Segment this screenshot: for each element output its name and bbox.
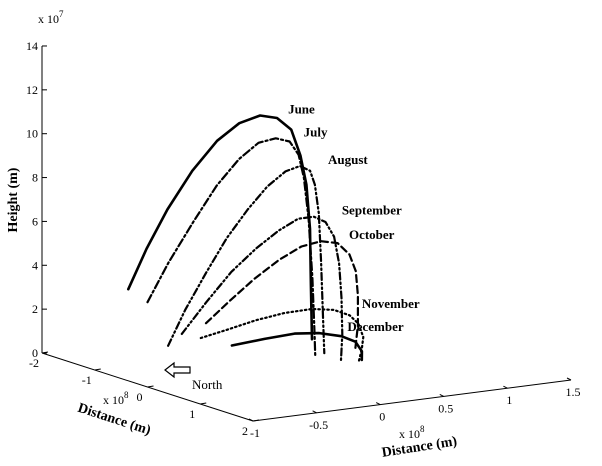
series-label-december: December [347,319,404,334]
series-line-august [167,164,326,355]
north-annotation: North [164,361,223,392]
x-tick-1 [312,410,317,414]
z-tick-label: 12 [26,83,38,97]
x-tick-2 [375,402,381,406]
z-axis-exponent: x 107 [38,9,64,26]
y-axis-ticks: -2 -1 0 1 2 [29,351,260,438]
y-tick-label: -2 [29,356,39,370]
y-tick-label: -1 [82,373,92,387]
x-tick-5 [566,377,572,381]
z-tick-label: 2 [32,302,38,316]
series-line-december [230,331,364,362]
series-label-july: July [304,124,328,139]
y-tick-label: 1 [189,407,195,421]
y-tick-0 [41,351,49,354]
x-tick-label: 1 [506,393,512,407]
x-tick-0 [248,418,254,422]
y-tick-4 [252,419,260,422]
z-tick-label: 10 [26,127,38,141]
z-tick-label: 6 [32,214,38,228]
y-tick-2 [147,385,154,388]
z-axis-ticks: 0 2 4 6 8 10 12 14 [26,39,47,360]
y-tick-label: 2 [242,424,248,438]
x-axis-ticks: -1 -0.5 0 0.5 1 1.5 [248,377,581,440]
x-tick-3 [439,393,445,397]
y-tick-label: 0 [137,390,143,404]
x-tick-label: 0 [379,410,385,424]
x-axis-exponent: x 108 [399,424,425,441]
series-line-july [146,137,317,359]
y-axis-exponent: x 108 [103,390,129,407]
y-tick-3 [200,402,207,405]
north-arrow-icon [164,361,191,379]
z-tick-label: 14 [26,39,38,53]
x-tick-label: 0.5 [438,401,453,415]
series-line-september [180,215,344,362]
z-axis-title: Height (m) [6,167,21,232]
x-tick-label: -0.5 [309,418,328,432]
series-label-november: November [362,296,420,311]
y-tick-1 [94,368,101,371]
north-label: North [192,377,223,392]
series-label-june: June [288,101,315,116]
series-label-october: October [349,227,395,242]
x-tick-label: -1 [250,426,260,440]
x-tick-label: 1.5 [566,385,581,399]
z-tick-label: 8 [32,171,38,185]
series-line-november [199,307,365,363]
x-axis-line [252,379,572,422]
z-tick-label: 0 [32,346,38,360]
x-tick-4 [503,385,508,389]
series-label-august: August [328,152,368,167]
series-line-october [204,240,359,352]
series-label-september: September [342,203,402,218]
z-tick-label: 4 [32,258,38,272]
